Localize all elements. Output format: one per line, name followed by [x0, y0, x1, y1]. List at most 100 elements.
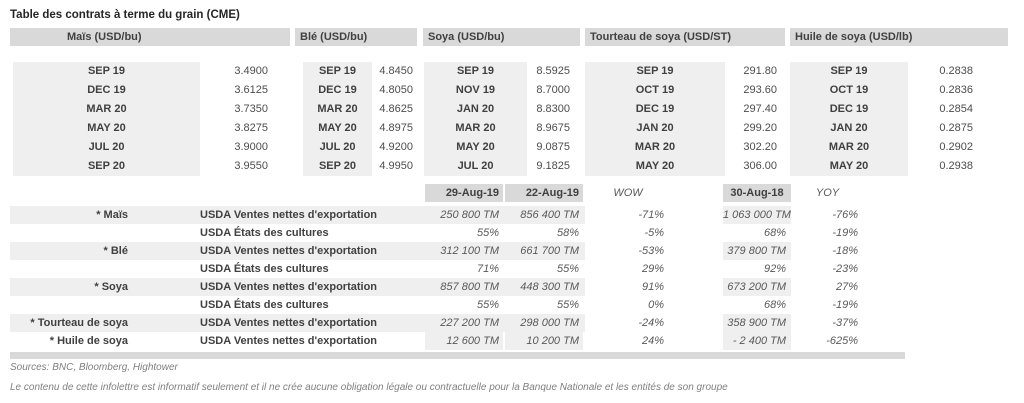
contract-month: MAR 20 [828, 141, 870, 153]
usda-value-current: 227 200 TM [440, 317, 499, 329]
usda-value-current: 55% [476, 299, 499, 311]
contract-month: DEC 19 [87, 84, 126, 96]
contract-price: 0.2938 [939, 160, 973, 172]
usda-value-wow: -24% [638, 317, 664, 329]
usda-value-previous: 856 400 TM [520, 209, 579, 221]
usda-value-previous: 55% [556, 263, 579, 275]
usda-header-wow: WOW [613, 187, 643, 199]
usda-value-wow: -71% [638, 209, 664, 221]
usda-value-current: 55% [476, 227, 499, 239]
table-bottom-border [10, 352, 905, 359]
contract-month: JAN 20 [636, 122, 674, 134]
usda-value-previous: 298 000 TM [520, 317, 579, 329]
contract-price-column: 291.80 293.60 297.40 299.20 302.20 306.00 [725, 62, 785, 176]
usda-value-current: 12 600 TM [425, 332, 503, 350]
contract-month: JAN 20 [830, 122, 868, 134]
contract-month: SEP 19 [830, 65, 868, 77]
page-title: Table des contrats à terme du grain (CME… [10, 9, 240, 21]
sources-line: Sources: BNC, Bloomberg, Hightower [10, 362, 178, 373]
contract-month: JAN 20 [456, 103, 495, 115]
usda-value-year-ago: - 2 400 TM [723, 332, 791, 350]
contract-month: MAY 20 [318, 122, 357, 134]
contract-month: MAR 20 [86, 103, 127, 115]
futures-group-header: Maïs (USD/bu) [10, 28, 290, 46]
futures-group-header: Huile de soya (USD/lb) [790, 28, 1008, 46]
usda-value-year-ago: 1 063 000 TM [723, 206, 791, 224]
usda-table-row: * Maïs USDA Ventes nettes d'exportation 25… [0, 206, 1024, 224]
contract-price: 4.8625 [379, 103, 413, 115]
contract-month-column: SEP 19 OCT 19 DEC 19 JAN 20 MAR 20 MAY 20 [790, 62, 908, 176]
usda-value-year-ago: 92% [763, 263, 786, 275]
usda-table-header: 29-Aug-19 22-Aug-19 WOW 30-Aug-18 YOY [0, 184, 1024, 202]
usda-header-date-previous: 22-Aug-19 [505, 184, 583, 202]
usda-value-previous: 58% [556, 227, 579, 239]
contract-month: DEC 19 [318, 84, 357, 96]
usda-table-row: USDA États des cultures 71% 55% 29% 92% -23% [0, 260, 1024, 278]
usda-product-label [10, 296, 128, 314]
futures-group-header: Soya (USD/bu) [423, 28, 580, 46]
contract-price: 3.9550 [234, 160, 268, 172]
usda-value-yoy: -37% [832, 317, 858, 329]
usda-value-previous: 661 700 TM [520, 245, 579, 257]
contract-month: MAY 20 [87, 122, 126, 134]
contract-month: MAR 20 [455, 122, 496, 134]
usda-product-label: * Soya [94, 281, 128, 293]
contract-price-column: 3.4900 3.6125 3.7350 3.8275 3.9000 3.9550 [200, 62, 290, 176]
usda-product-label: * Blé [103, 245, 128, 257]
usda-value-current: 250 800 TM [440, 209, 499, 221]
contract-price: 8.7000 [536, 84, 570, 96]
contract-price: 8.8300 [536, 103, 570, 115]
contract-price: 299.20 [743, 122, 777, 134]
contract-price: 306.00 [743, 160, 777, 172]
usda-product-label: * Tourteau de soya [30, 317, 128, 329]
usda-value-previous: 448 300 TM [520, 281, 579, 293]
usda-table-row: * Soya USDA Ventes nettes d'exportation 85… [0, 278, 1024, 296]
usda-value-current: 312 100 TM [440, 245, 499, 257]
contract-price: 0.2854 [939, 103, 973, 115]
futures-group-mais: Maïs (USD/bu) SEP 19 DEC 19 MAR 20 MAY 20 JUL… [10, 28, 290, 176]
usda-header-date-year-ago: 30-Aug-18 [723, 184, 791, 202]
contract-month: SEP 20 [87, 160, 126, 172]
contract-price: 0.2836 [939, 84, 973, 96]
contract-price: 3.9000 [234, 141, 268, 153]
futures-group-header: Tourteau de soya (USD/ST) [585, 28, 785, 46]
usda-product-label [10, 224, 128, 242]
usda-value-current: 71% [476, 263, 499, 275]
contract-price: 3.4900 [234, 65, 268, 77]
contract-price: 4.8450 [379, 65, 413, 77]
usda-value-year-ago: 673 200 TM [723, 278, 791, 296]
usda-value-year-ago: 68% [763, 299, 786, 311]
contract-price: 293.60 [743, 84, 777, 96]
futures-group-body: SEP 19 DEC 19 MAR 20 MAY 20 JUL 20 SEP 20 4.84… [295, 62, 417, 176]
row-stripe [10, 206, 585, 224]
usda-table-rows: * Maïs USDA Ventes nettes d'exportation 25… [0, 206, 1024, 350]
contract-month: SEP 19 [318, 65, 357, 77]
contract-price: 8.9675 [536, 122, 570, 134]
futures-group-tourteau: Tourteau de soya (USD/ST) SEP 19 OCT 19 DEC… [585, 28, 785, 176]
futures-group-soya: Soya (USD/bu) SEP 19 NOV 19 JAN 20 MAR 20 MAY… [423, 28, 580, 176]
contract-month: SEP 19 [636, 65, 674, 77]
contract-month: OCT 19 [635, 84, 675, 96]
usda-value-wow: -53% [638, 245, 664, 257]
usda-value-previous: 55% [556, 299, 579, 311]
usda-value-wow: 24% [641, 335, 664, 347]
contract-price: 297.40 [743, 103, 777, 115]
contract-price: 8.5925 [536, 65, 570, 77]
row-stripe [10, 278, 585, 296]
contract-month-column: SEP 19 DEC 19 MAR 20 MAY 20 JUL 20 SEP 20 [303, 62, 372, 176]
usda-value-year-ago: 358 900 TM [723, 314, 791, 332]
contract-price-column: 8.5925 8.7000 8.8300 8.9675 9.0875 9.1825 [527, 62, 580, 176]
usda-value-yoy: -18% [832, 245, 858, 257]
usda-header-yoy: YOY [815, 187, 840, 199]
futures-group-ble: Blé (USD/bu) SEP 19 DEC 19 MAR 20 MAY 20 JUL … [295, 28, 417, 176]
contract-price-column: 0.2838 0.2836 0.2854 0.2875 0.2902 0.2938 [908, 62, 1008, 176]
usda-value-yoy: -23% [832, 263, 858, 275]
contract-price: 3.6125 [234, 84, 268, 96]
usda-value-yoy: -76% [832, 209, 858, 221]
usda-table-row: USDA États des cultures 55% 55% 0% 68% -19% [0, 296, 1024, 314]
futures-group-body: SEP 19 NOV 19 JAN 20 MAR 20 MAY 20 JUL 20 8.59… [423, 62, 580, 176]
contract-price: 4.8050 [379, 84, 413, 96]
usda-product-label [10, 260, 128, 278]
contract-month: MAY 20 [456, 141, 495, 153]
